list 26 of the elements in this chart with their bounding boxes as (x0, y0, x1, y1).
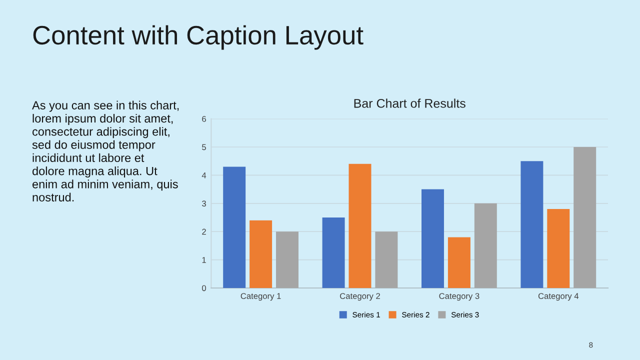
y-tick-label: 1 (202, 257, 206, 263)
x-tick-label: Category 2 (340, 293, 380, 301)
text: As you can see in this chart, lorem ipsum dolor sit amet, consectetur adipiscing elit, sed do eiusmod tempor incididunt ut labore et dolore magna aliqua. Ut enim ad minim veniam, quis nostrud. (32, 100, 179, 202)
x-tick-label: Category 1 (240, 293, 281, 301)
bar (348, 164, 372, 288)
bar (250, 220, 272, 288)
bar (574, 147, 596, 288)
y-tick-label: 0 (202, 285, 206, 292)
bar (375, 232, 398, 288)
bar (223, 166, 246, 288)
y-tick-label: 4 (202, 172, 206, 178)
bar (474, 203, 497, 288)
bar (448, 237, 470, 288)
bar (520, 161, 544, 288)
chart-title: Bar Chart of Results (354, 98, 466, 108)
y-tick-label: 3 (202, 200, 206, 206)
y-tick-label: 5 (202, 144, 206, 150)
y-tick-label: 6 (202, 116, 206, 122)
bar (422, 189, 444, 288)
bar (276, 232, 298, 288)
bar (547, 209, 570, 288)
text: Content with Caption Layout (33, 25, 364, 50)
x-tick-label: Category 4 (538, 293, 579, 301)
y-tick-label: 2 (202, 228, 206, 235)
bar (322, 218, 345, 288)
x-tick-label: Category 3 (439, 293, 480, 301)
